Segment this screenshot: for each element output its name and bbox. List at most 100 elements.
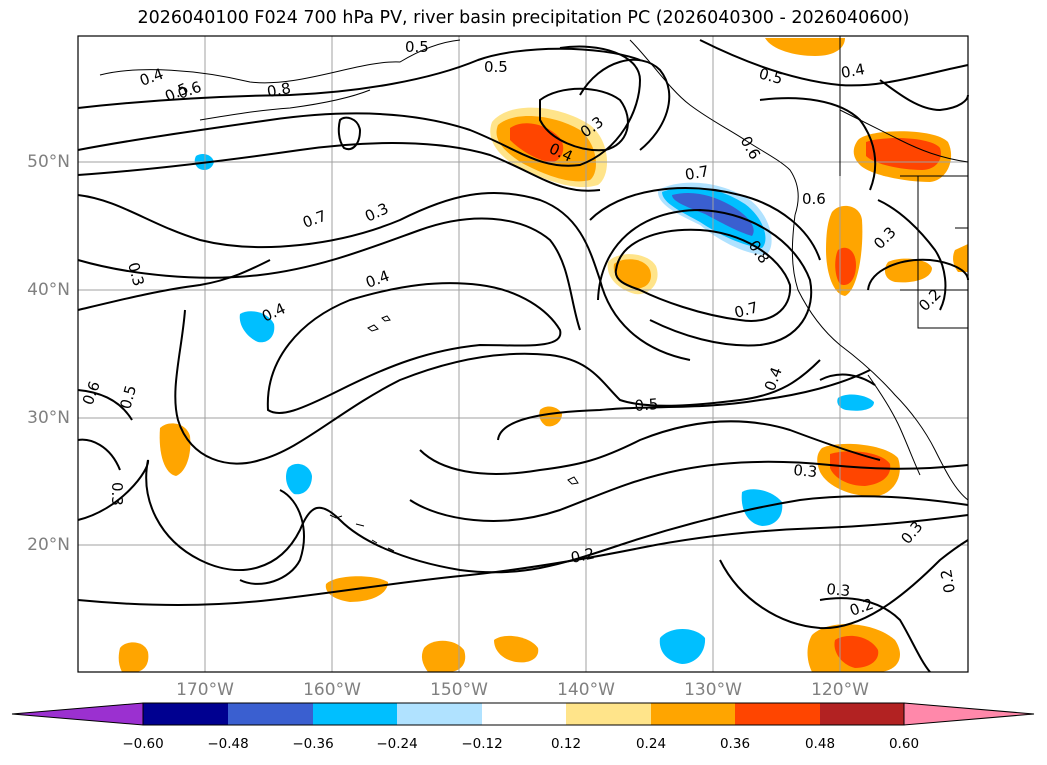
colorbar-tick-label: 0.24 [635,736,667,752]
contour-label: 0.5 [405,38,429,56]
contour-line [877,199,947,311]
precip-patch [494,635,539,663]
colorbar-segment [313,703,397,725]
contour-label: 0.8 [266,79,293,101]
precip-patch [830,451,891,486]
contour-label: 0.7 [684,162,711,184]
colorbar-segment [397,703,482,725]
precip-patch [953,244,968,272]
contour-line [239,489,305,585]
contour-line [699,39,969,87]
lon-label: 170°W [176,680,234,700]
colorbar-segment [566,703,651,725]
coastline [900,175,968,329]
coastline [99,39,461,84]
contour-line [819,597,931,673]
precip-patch [539,406,562,427]
colorbar [11,702,1035,726]
lon-label: 160°W [303,680,361,700]
contour-line [589,187,821,261]
precip-patch [765,38,845,56]
colorbar-segment [143,703,228,725]
contour-line [77,514,969,606]
contour-line [77,438,121,471]
precip-patch [118,642,149,672]
contour-label: 0.5 [757,64,785,88]
contour-line [77,142,601,192]
contour-label: 0.3 [826,580,851,600]
contour-label: 0.6 [79,379,104,408]
contour-label: 0.7 [300,207,329,232]
contour-label: 0.5 [116,383,140,411]
lon-label: 120°W [811,680,869,700]
contour-line [409,460,969,522]
lat-label: 20°N [27,535,70,555]
precip-patch [286,463,312,495]
contour-label: 0.7 [732,298,760,322]
lat-label: 30°N [27,408,70,428]
precip-patch [159,423,191,476]
contour-line [266,282,562,415]
contour-label: 0.3 [793,461,818,481]
contour-line [879,79,969,112]
colorbar-segment [820,703,904,725]
colorbar-segment [228,703,313,725]
contour-label: 0.4 [137,65,166,90]
contour-label: 0.5 [484,58,508,76]
contour-label: 0.4 [840,60,867,82]
colorbar-tick-label: −0.36 [292,736,334,752]
colorbar-segment [651,703,735,725]
contour-label: 0.3 [108,482,126,506]
contour-line [174,309,821,465]
contour-line [497,369,871,441]
contour-line [77,389,133,421]
precip-patch [613,259,651,289]
map-title: 2026040100 F024 700 hPa PV, river basin … [137,8,910,28]
colorbar-tick-label: 0.48 [804,736,836,752]
precip-patch [659,629,706,664]
contour-line [719,539,969,630]
lon-label: 130°W [684,680,742,700]
contour-label: 0.2 [569,544,596,567]
contour-line [867,258,969,291]
contour-label: 0.5 [634,395,659,415]
precip-patch [834,635,879,668]
lon-label: 140°W [557,680,615,700]
coastline [567,476,579,485]
precip-patch [239,311,275,343]
coastline [367,315,391,332]
contour-line [614,228,792,322]
contour-line [337,116,362,150]
contour-line [419,420,881,475]
contour-label: 0.3 [362,199,391,225]
colorbar-segment [482,703,566,725]
coastline [867,374,921,476]
colorbar-tick-label: 0.12 [550,736,582,752]
contour-line [77,47,641,109]
contour-line [77,459,969,574]
contour-line [819,373,876,386]
colorbar-extend-high [903,702,1035,726]
lon-label: 150°W [430,680,488,700]
coastline [791,214,969,501]
colorbar-tick-label: −0.48 [207,736,249,752]
coastline [199,89,371,121]
colorbar-tick-label: 0.36 [719,736,751,752]
contour-label: 0.6 [802,190,826,208]
contour-label: 0.3 [124,260,148,288]
colorbar-tick-label: 0.60 [888,736,920,752]
lat-label: 40°N [27,280,70,300]
contour-label: 0.2 [937,568,959,595]
colorbar-tick-label: −0.24 [376,736,418,752]
contour-line [77,217,581,331]
contour-label: 0.4 [363,267,392,292]
lat-label: 50°N [27,152,70,172]
contour-line [77,191,691,361]
colorbar-tick-label: −0.60 [122,736,164,752]
precip-patch [837,394,874,411]
colorbar-tick-label: −0.12 [461,736,503,752]
contour-line [539,87,629,152]
contour-line [77,45,642,167]
contour-label: 0.3 [870,223,900,253]
